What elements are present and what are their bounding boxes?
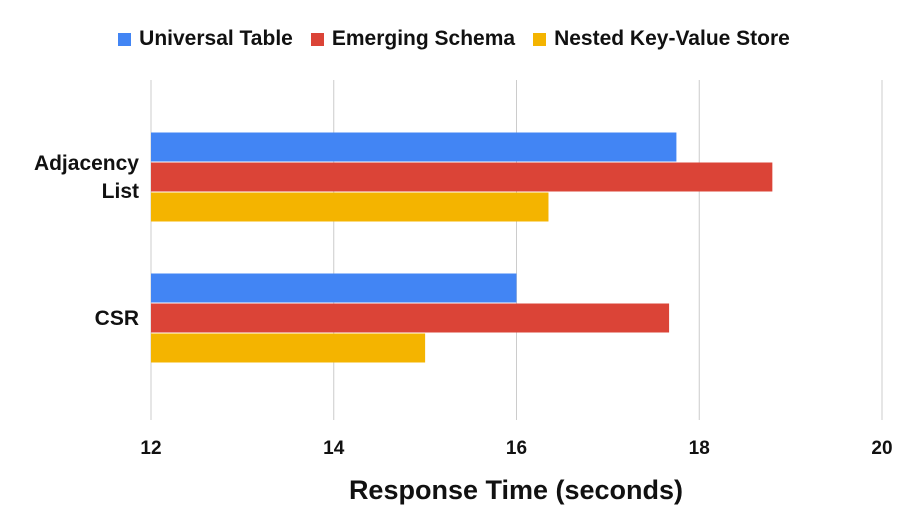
y-category-label-csr: CSR <box>95 307 139 330</box>
legend-swatch-emerging-schema <box>310 32 324 46</box>
x-tick-label-16: 16 <box>506 438 527 459</box>
y-category-label-adjacency-list: Adjacency List <box>34 152 139 203</box>
legend-item-nested-key-value-store: Nested Key-Value Store <box>533 27 790 51</box>
legend-label-nested-key-value-store: Nested Key-Value Store <box>554 27 790 50</box>
legend: Universal Table Emerging Schema Nested K… <box>0 27 908 51</box>
x-tick-label-18: 18 <box>689 438 710 459</box>
legend-label-universal-table: Universal Table <box>139 27 293 50</box>
bar-csr-emerging-schema <box>151 303 670 333</box>
axis-labels: 12 14 16 18 20 Adjacency List CSR <box>34 152 893 459</box>
legend-label-emerging-schema: Emerging Schema <box>331 27 516 50</box>
legend-swatch-universal-table <box>118 32 132 46</box>
x-axis-title: Response Time (seconds) <box>349 475 683 505</box>
legend-swatch-nested-key-value-store <box>533 32 547 46</box>
bars <box>151 132 773 363</box>
gridlines <box>150 80 883 420</box>
x-tick-label-14: 14 <box>323 438 345 459</box>
x-tick-label-12: 12 <box>140 438 161 459</box>
legend-item-universal-table: Universal Table <box>118 27 293 51</box>
legend-item-emerging-schema: Emerging Schema <box>310 27 516 51</box>
bar-csr-nested-key-value-store <box>151 333 426 363</box>
bar-adjacency-list-universal-table <box>151 132 677 162</box>
bar-adjacency-list-emerging-schema <box>151 162 773 192</box>
bar-adjacency-list-nested-key-value-store <box>151 192 549 222</box>
x-tick-label-20: 20 <box>871 438 892 459</box>
bar-csr-universal-table <box>151 273 517 303</box>
